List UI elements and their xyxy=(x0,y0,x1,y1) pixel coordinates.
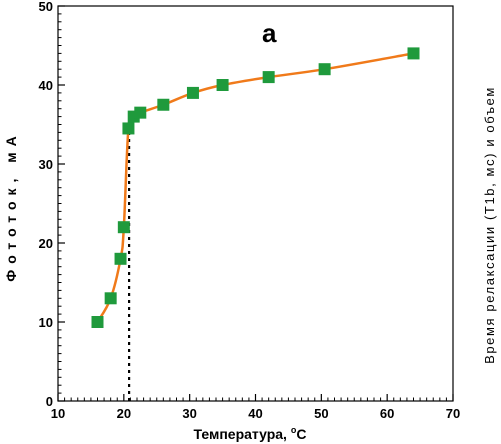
y-tick-label: 30 xyxy=(39,157,53,172)
x-axis-title-degree: o xyxy=(291,425,297,435)
y-tick-label: 10 xyxy=(39,315,53,330)
y-tick-label: 50 xyxy=(39,0,53,14)
data-point xyxy=(262,71,275,84)
x-tick-label: 30 xyxy=(182,406,196,421)
y-tick-label: 40 xyxy=(39,78,53,93)
x-tick-label: 70 xyxy=(446,406,460,421)
x-tick-label: 50 xyxy=(314,406,328,421)
x-tick-label: 60 xyxy=(380,406,394,421)
series-line xyxy=(96,52,414,323)
y-tick-label: 0 xyxy=(46,394,53,409)
data-point xyxy=(104,292,117,305)
x-tick-label: 10 xyxy=(51,406,65,421)
labels: a Температура, oC Фототок, мА Время рела… xyxy=(3,18,497,442)
x-axis-title: Температура, oC xyxy=(194,425,307,442)
data-point xyxy=(318,63,331,76)
y-axis-title: Фототок, мА xyxy=(3,130,19,282)
x-axis-title-unit: C xyxy=(296,426,306,442)
axes xyxy=(57,5,454,402)
panel-label: a xyxy=(262,18,277,48)
data-point xyxy=(117,221,130,234)
x-axis-title-main: Температура, xyxy=(194,426,291,442)
data-point xyxy=(134,106,147,119)
x-tick-label: 20 xyxy=(117,406,131,421)
series xyxy=(91,47,420,328)
secondary-y-axis-title: Время релаксации (T1b, мс) и объем xyxy=(482,86,497,364)
y-tick-label: 20 xyxy=(39,236,53,251)
data-point xyxy=(122,122,135,135)
x-tick-label: 40 xyxy=(248,406,262,421)
data-point xyxy=(114,252,127,265)
data-point xyxy=(157,98,170,111)
plot-frame xyxy=(57,5,454,402)
data-point xyxy=(186,86,199,99)
data-point xyxy=(216,79,229,91)
data-point xyxy=(407,47,420,60)
data-point xyxy=(91,316,104,328)
